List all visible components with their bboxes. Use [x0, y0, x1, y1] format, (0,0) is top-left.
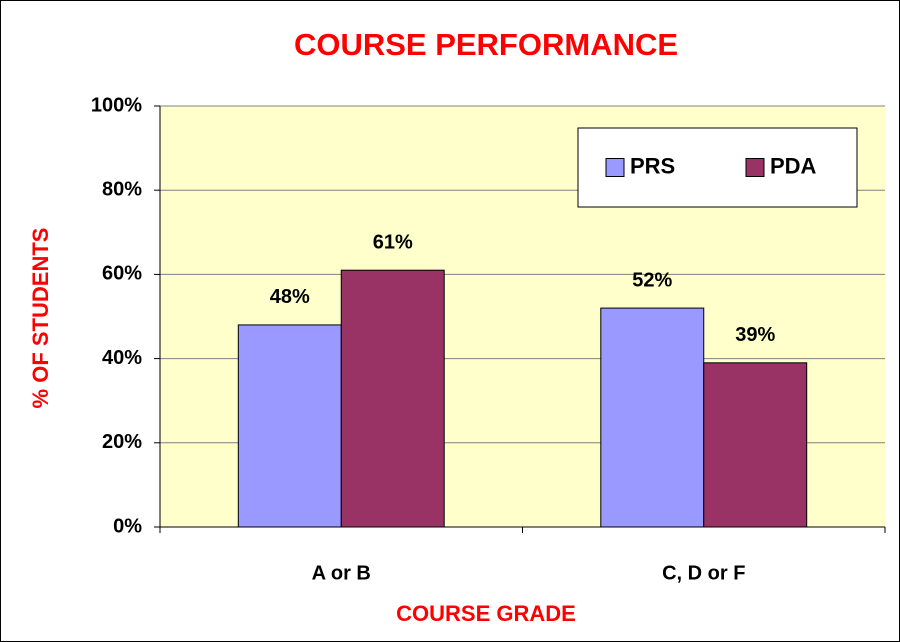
y-tick-label: 40% — [102, 347, 142, 369]
x-tick-label: A or B — [312, 562, 371, 584]
bar — [340, 269, 445, 528]
bar — [600, 307, 705, 528]
x-axis-label: COURSE GRADE — [396, 601, 576, 626]
bar — [237, 324, 342, 528]
x-tick-label: C, D or F — [662, 562, 745, 584]
legend-swatch — [745, 158, 765, 177]
value-label: 61% — [373, 231, 413, 253]
y-tick-label: 0% — [113, 515, 142, 537]
y-tick-label: 60% — [102, 263, 142, 285]
y-tick-label: 100% — [91, 94, 142, 116]
value-label: 52% — [632, 269, 672, 291]
value-label: 48% — [270, 286, 310, 308]
legend-swatch — [605, 158, 625, 177]
legend-label: PDA — [770, 153, 817, 178]
value-label: 39% — [735, 324, 775, 346]
y-tick-label: 80% — [102, 178, 142, 200]
y-axis-label: % OF STUDENTS — [28, 228, 53, 409]
y-tick-label: 20% — [102, 431, 142, 453]
bar — [703, 362, 808, 528]
legend-label: PRS — [630, 153, 675, 178]
chart-title: COURSE PERFORMANCE — [294, 27, 678, 62]
